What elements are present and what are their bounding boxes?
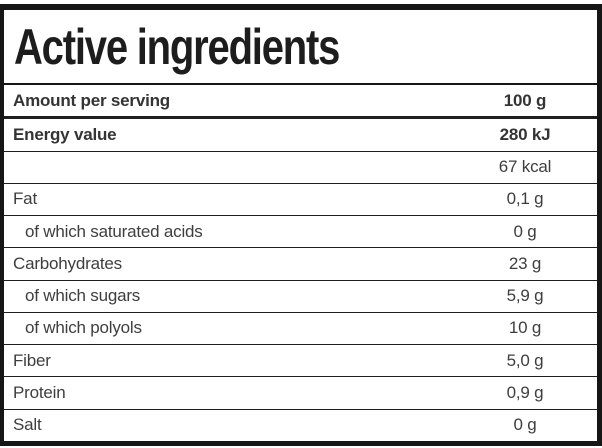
table-row: Fat 0,1 g <box>4 183 597 217</box>
table-row: Amount per serving 100 g <box>4 85 597 120</box>
row-value: 0,9 g <box>506 383 544 403</box>
row-value: 0 g <box>513 415 537 435</box>
row-value: 280 kJ <box>499 124 551 144</box>
row-value: 10 g <box>508 318 542 338</box>
table-rows: Amount per serving 100 g Energy value 28… <box>4 85 597 441</box>
table-row: 67 kcal <box>4 151 597 184</box>
title-bar: Active ingredients <box>4 10 597 85</box>
table-row: of which sugars 5,9 g <box>4 280 597 313</box>
row-label: Protein <box>13 383 66 403</box>
row-value: 5,9 g <box>506 286 544 306</box>
table-row: of which polyols 10 g <box>4 312 597 346</box>
row-label: Carbohydrates <box>13 253 122 273</box>
row-label: Energy value <box>13 124 117 144</box>
table-row: Salt 0 g <box>4 409 597 441</box>
row-label: of which polyols <box>25 318 142 338</box>
row-label: Fat <box>13 189 37 209</box>
table-row: Carbohydrates 23 g <box>4 248 597 281</box>
table-row: Protein 0,9 g <box>4 377 597 410</box>
nutrition-table: Active ingredients Amount per serving 10… <box>0 4 602 446</box>
row-value: 67 kcal <box>498 157 552 177</box>
row-value: 5,0 g <box>506 350 544 370</box>
row-label: Salt <box>13 415 42 435</box>
page-title: Active ingredients <box>14 19 340 75</box>
row-value: 100 g <box>503 90 547 110</box>
row-value: 0,1 g <box>506 189 544 209</box>
row-label: Amount per serving <box>13 90 170 110</box>
table-row: Energy value 280 kJ <box>4 119 597 152</box>
row-label: of which saturated acids <box>25 221 203 241</box>
table-row: of which saturated acids 0 g <box>4 216 597 249</box>
row-label: Fiber <box>13 350 51 370</box>
table-row: Fiber 5,0 g <box>4 345 597 378</box>
row-value: 23 g <box>508 253 542 273</box>
row-value: 0 g <box>513 221 537 241</box>
row-label: of which sugars <box>25 286 141 306</box>
